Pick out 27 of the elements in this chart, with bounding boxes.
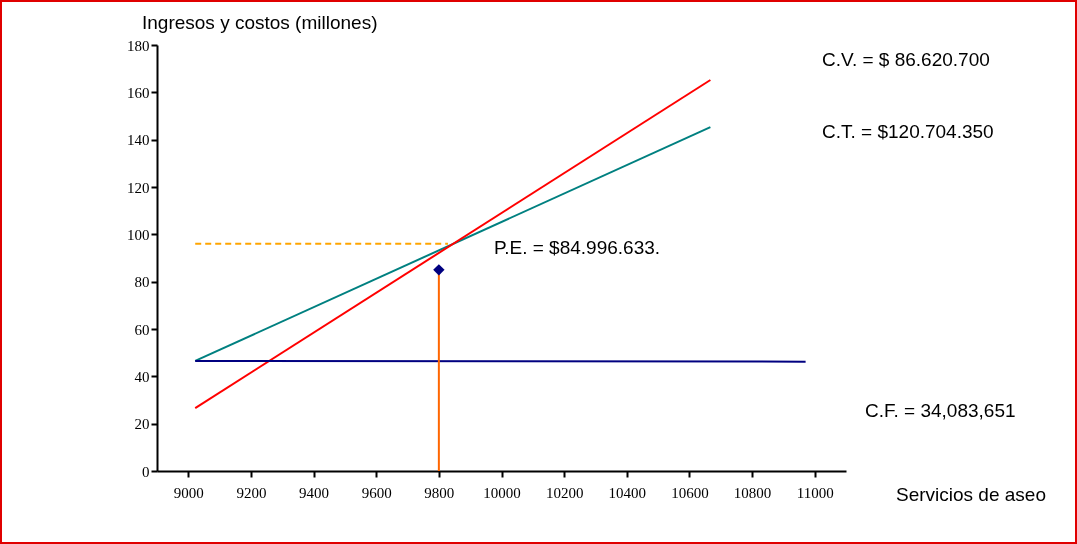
x-tick-label: 9200 <box>236 484 267 501</box>
x-tick-label: 9400 <box>299 484 330 501</box>
x-axis-title: Servicios de aseo <box>896 484 1046 505</box>
y-tick-label: 140 <box>127 132 150 149</box>
annotation: C.V. = $ 86.620.700 <box>822 49 990 70</box>
x-tick-label: 10800 <box>733 484 772 501</box>
annotation: P.E. = $84.996.633. <box>494 237 661 258</box>
annotation: C.T. = $120.704.350 <box>822 121 994 142</box>
y-tick-label: 40 <box>134 368 150 385</box>
x-tick-label: 11000 <box>796 484 834 501</box>
x-tick-label: 9800 <box>424 484 455 501</box>
y-tick-label: 60 <box>134 321 150 338</box>
text: C.F. = 34,083,651 <box>865 400 1016 421</box>
y-tick-label: 160 <box>127 84 150 101</box>
x-tick-label: 10000 <box>483 484 521 501</box>
x-tick-label: 10200 <box>545 484 584 501</box>
x-tick-label: 9600 <box>361 484 392 501</box>
y-tick-label: 100 <box>127 226 150 243</box>
x-tick-label: 9000 <box>173 484 204 501</box>
y-tick-label: 120 <box>127 179 150 196</box>
y-tick-label: 0 <box>142 463 150 480</box>
y-tick-label: 80 <box>134 274 150 291</box>
y-tick-label: 20 <box>134 416 150 433</box>
x-tick-label: 10400 <box>608 484 647 501</box>
y-axis-title: Ingresos y costos (millones) <box>142 12 378 33</box>
x-tick-label: 10600 <box>671 484 709 501</box>
y-tick-label: 180 <box>127 37 150 54</box>
